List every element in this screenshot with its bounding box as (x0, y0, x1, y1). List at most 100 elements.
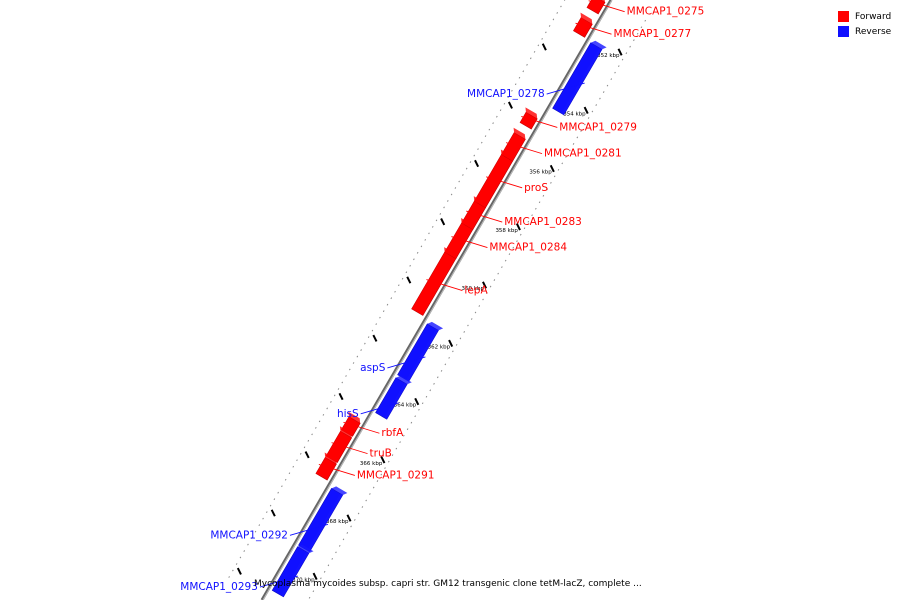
gene-leader-line (343, 421, 380, 434)
backbone-line (260, 0, 613, 600)
tick-label: 354 kbp (563, 111, 586, 117)
gene-label: MMCAP1_0293 (180, 581, 258, 593)
gene-leader-line (360, 402, 399, 415)
gene-label: aspS (360, 362, 386, 374)
gene-feature-shade (474, 154, 505, 203)
tick-label: 358 kbp (495, 228, 518, 234)
gene-feature-cap (297, 544, 314, 554)
gene-label: proS (524, 182, 548, 194)
tick-label: 362 kbp (428, 344, 451, 350)
strand-legend: Forward Reverse (838, 9, 891, 39)
gene-feature-shade (501, 132, 517, 157)
gene-label: MMCAP1_0284 (489, 242, 567, 254)
tick-mark (346, 514, 352, 522)
gene-feature-shade (280, 551, 309, 597)
gene-feature-cap (395, 375, 412, 385)
gene-label: MMCAP1_0281 (544, 148, 622, 160)
gene-label: lepA (464, 285, 488, 297)
gene-feature-cap (444, 247, 456, 259)
gene-feature-shade (461, 201, 477, 225)
tick-label: 364 kbp (394, 403, 417, 409)
gene-label: MMCAP1_0279 (559, 121, 637, 133)
tick-mark (304, 451, 310, 459)
tick-mark (515, 223, 521, 231)
gene-feature-cap (580, 12, 593, 25)
gene-label: MMCAP1_0283 (504, 216, 582, 228)
gene-feature-shade (573, 17, 584, 33)
gene-feature-cap (525, 107, 538, 119)
gene-label: MMCAP1_0291 (357, 469, 435, 481)
gene-label: MMCAP1_0275 (627, 6, 705, 18)
gene-feature-shade (307, 493, 343, 552)
tick-mark (236, 567, 242, 575)
gene-leader-line (486, 176, 523, 189)
gene-leader-line (505, 142, 543, 155)
gene-label: rbfA (381, 427, 404, 439)
gene-label: MMCAP1_0292 (210, 529, 288, 541)
tick-mark (541, 43, 547, 51)
sequence-caption: Mycoplasma mycoides subsp. capri str. GM… (254, 579, 642, 589)
gene-feature-cap (500, 149, 513, 162)
gene-feature-shade (406, 328, 439, 382)
tick-mark (482, 281, 488, 289)
gene-feature[interactable] (552, 42, 603, 116)
gene-leader-line (466, 210, 503, 223)
gene-feature-cap (473, 196, 486, 208)
gene-feature-shade (561, 47, 602, 115)
tick-label: 370 kbp (292, 577, 315, 583)
gene-feature-shade (520, 112, 529, 125)
tick-mark (338, 392, 344, 401)
gene-feature-shade (411, 252, 448, 311)
tick-mark (448, 339, 454, 347)
tick-mark (583, 106, 589, 114)
gene-features (271, 0, 607, 598)
legend-forward: Forward (838, 9, 891, 24)
gene-feature-shade (444, 223, 465, 254)
gene-label: truB (370, 448, 392, 460)
gene-feature-shade (384, 382, 408, 420)
gene-feature-cap (348, 411, 361, 424)
tick-mark (372, 334, 378, 342)
gene-leader-line (331, 442, 368, 455)
backbone-highlight (262, 0, 613, 600)
kbp-tick-marks: 352 kbp 354 kbp 356 kbp 358 kbp 360 kbp 362 k… (236, 43, 623, 583)
gene-label: hisS (337, 408, 359, 420)
gene-feature-cap (513, 127, 526, 140)
tick-label: 366 kbp (360, 461, 383, 467)
gene-feature-shade (341, 416, 352, 432)
genome-backbone (260, 0, 613, 600)
gene-leader-line (318, 464, 355, 476)
legend-reverse: Reverse (838, 24, 891, 39)
gene-leader-line (575, 22, 612, 35)
gene-leader-line (451, 236, 488, 248)
legend-reverse-label: Reverse (855, 26, 892, 37)
guide-line (226, 0, 566, 581)
gene-leader-line (387, 356, 426, 369)
gene-label: MMCAP1_0277 (614, 28, 692, 40)
tick-label: 368 kbp (326, 519, 349, 525)
gene-leader-line (426, 279, 463, 291)
gene-leader-line (546, 82, 585, 95)
gene-feature-cap (331, 486, 348, 495)
tick-mark (270, 509, 276, 517)
gene-feature-cap (590, 40, 607, 50)
gene-label: MMCAP1_0278 (467, 88, 545, 100)
legend-forward-label: Forward (855, 11, 892, 22)
tick-mark (440, 218, 446, 226)
tick-mark (312, 572, 318, 580)
gene-feature-shade (315, 457, 328, 475)
gene-feature-cap (461, 218, 473, 230)
tick-label: 352 kbp (597, 53, 620, 59)
tick-mark (617, 48, 623, 56)
tick-label: 360 kbp (462, 286, 485, 292)
gene-feature-cap (600, 0, 606, 3)
tick-mark (549, 164, 555, 173)
gene-leader-line (588, 0, 625, 13)
guide-line (307, 19, 647, 600)
gene-feature-shade (326, 431, 344, 458)
tick-mark (406, 276, 412, 284)
tick-mark (380, 456, 386, 464)
gene-labels: MMCAP1_0275 MMCAP1_0277 MMCAP1_0278 MMCAP1_… (180, 0, 705, 593)
gene-leader-line (521, 115, 558, 128)
